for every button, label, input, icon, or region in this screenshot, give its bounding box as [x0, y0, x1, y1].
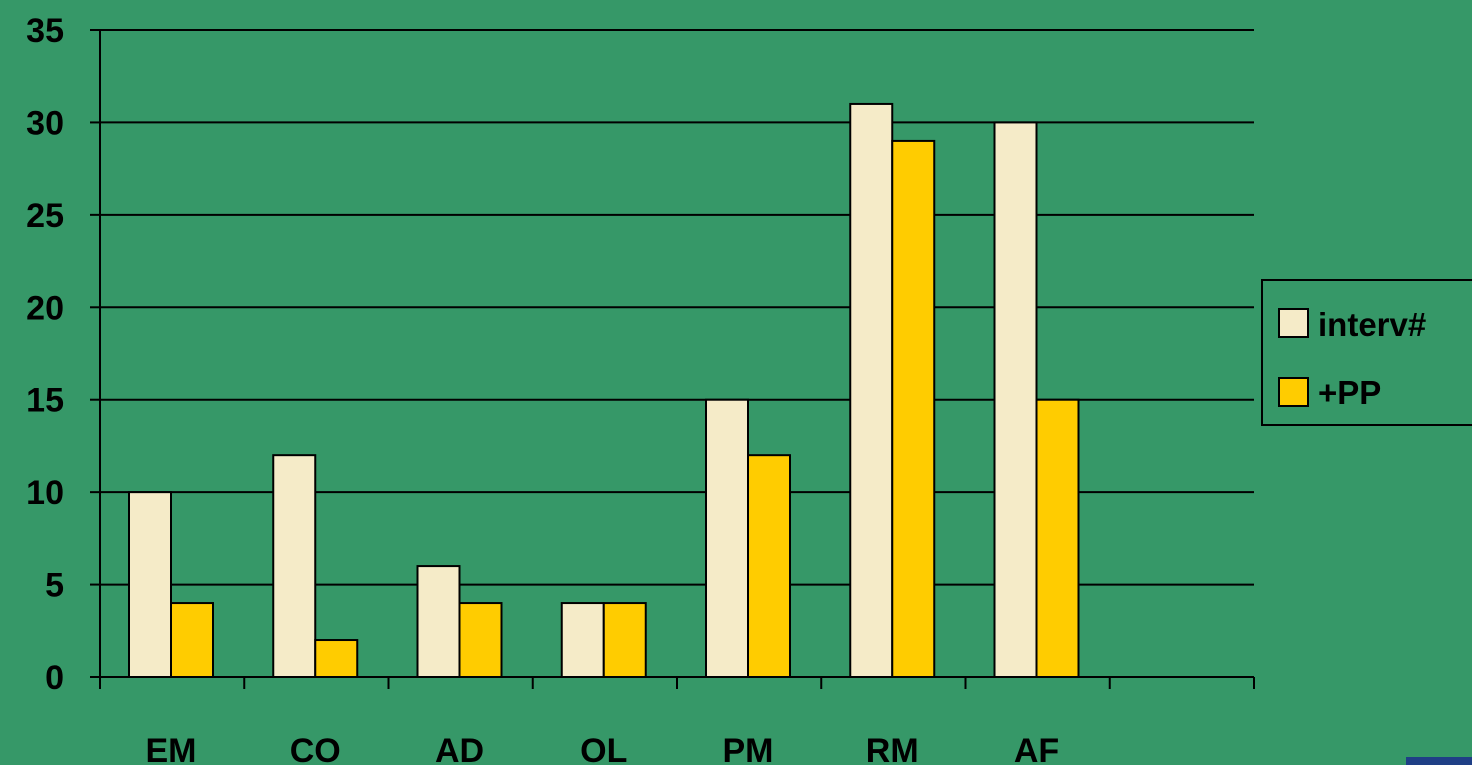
bar-interv-co [272, 454, 317, 678]
bar-interv-pm [705, 398, 749, 678]
y-tick-label: 20 [26, 289, 64, 327]
legend-label-pp: +PP [1318, 374, 1381, 411]
y-tick-label: 15 [26, 382, 64, 420]
y-tick-label: 35 [26, 12, 64, 50]
bar-interv-ol [560, 602, 605, 678]
bar-pp-pm [747, 454, 791, 678]
x-tick-label-ad: AD [435, 732, 484, 765]
x-tick-label-pm: PM [723, 732, 774, 765]
bar-interv-af [993, 121, 1038, 678]
y-tick-label: 5 [45, 567, 64, 605]
y-axis-tick-labels: 0 5 10 15 20 25 30 35 [26, 12, 64, 697]
legend-label-interv: interv# [1318, 306, 1426, 343]
bar-pp-ol [602, 602, 647, 678]
x-tick-label-rm: RM [866, 732, 919, 765]
y-tick-label: 0 [45, 659, 64, 697]
bar-pp-co [314, 639, 359, 678]
bar-pp-ad [458, 602, 503, 678]
x-tick-label-ol: OL [580, 732, 627, 765]
legend: interv# +PP [1261, 279, 1472, 426]
bar-pp-em [170, 602, 214, 678]
legend-frame [1261, 279, 1472, 426]
corner-decoration [1406, 757, 1472, 765]
bar-interv-em [128, 491, 172, 678]
bar-interv-ad [416, 565, 461, 678]
bar-pp-af [1035, 398, 1080, 678]
y-tick-label: 25 [26, 197, 64, 235]
bar-pp-rm [891, 139, 936, 678]
axes [90, 29, 1255, 689]
y-tick-label: 10 [26, 474, 64, 512]
bar-interv-rm [849, 102, 894, 678]
x-axis-tick-labels: EM CO AD OL PM RM AF [146, 732, 1060, 765]
bars [128, 102, 1080, 678]
x-tick-label-co: CO [290, 732, 341, 765]
legend-swatch-interv [1278, 308, 1309, 338]
x-tick-label-em: EM [146, 732, 197, 765]
legend-swatch-pp [1278, 377, 1309, 407]
y-tick-label: 30 [26, 104, 64, 142]
x-tick-label-af: AF [1014, 732, 1059, 765]
